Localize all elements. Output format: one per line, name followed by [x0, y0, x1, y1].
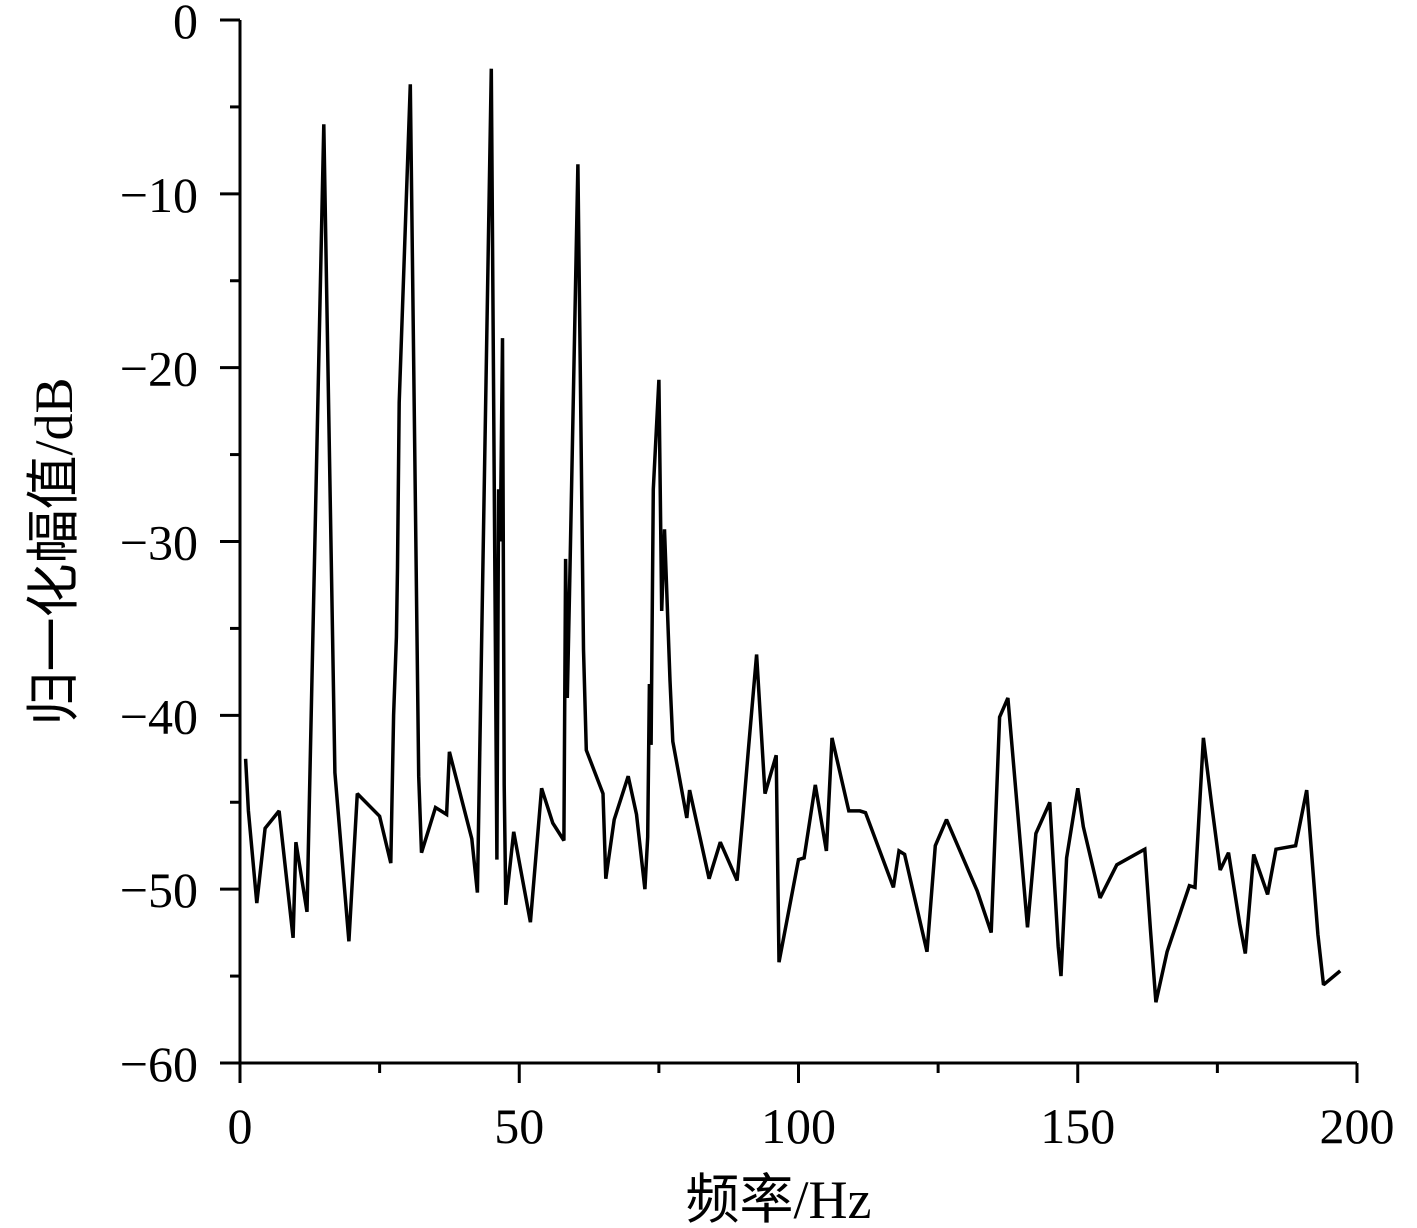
- y-tick-label: −60: [120, 1036, 198, 1092]
- y-tick-label: −30: [120, 515, 198, 571]
- x-tick-labels: 0 50 100 150 200: [228, 1098, 1395, 1154]
- y-tick-labels: 0 −10 −20 −30 −40 −50 −60: [120, 0, 198, 1092]
- x-tick-label: 100: [761, 1098, 836, 1154]
- series-layer: [243, 68, 1342, 1003]
- y-tick-label: −20: [120, 341, 198, 397]
- y-tick-label: −50: [120, 862, 198, 918]
- y-tick-label: 0: [173, 0, 198, 49]
- x-ticks: [238, 1063, 1359, 1083]
- y-tick-label: −40: [120, 688, 198, 744]
- x-tick-label: 0: [228, 1098, 253, 1154]
- y-tick-label: −10: [120, 167, 198, 223]
- y-axis-title: 归一化幅值/dB: [24, 377, 84, 725]
- series-line: [243, 68, 1342, 1003]
- y-ticks: [220, 18, 240, 1065]
- x-tick-label: 150: [1040, 1098, 1115, 1154]
- x-axis-title: 频率/Hz: [686, 1170, 872, 1228]
- x-tick-label: 50: [494, 1098, 544, 1154]
- x-tick-label: 200: [1320, 1098, 1395, 1154]
